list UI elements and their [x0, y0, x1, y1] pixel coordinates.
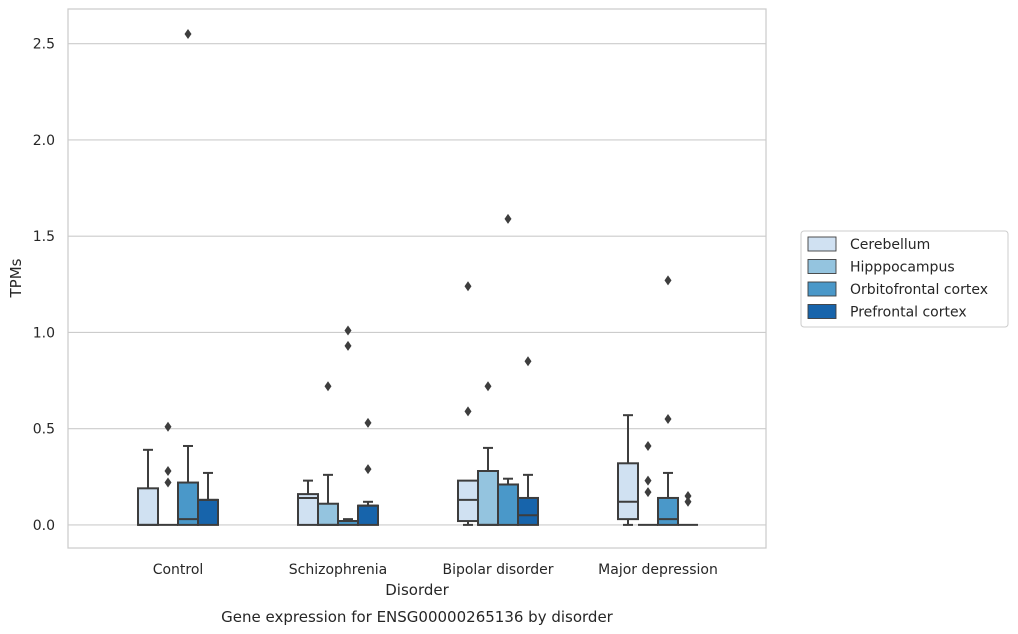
y-tick-label: 2.5 — [33, 37, 55, 53]
legend-swatch — [807, 236, 837, 252]
outlier-point — [524, 356, 532, 367]
outlier-point — [164, 421, 172, 432]
box-group — [657, 275, 679, 526]
legend-frame — [800, 230, 1009, 328]
chart-caption: Gene expression for ENSG00000265136 by d… — [221, 608, 614, 626]
outlier-point — [644, 475, 652, 486]
y-tick-labels: 0.0 0.5 1.0 1.5 2.0 2.5 — [33, 37, 55, 534]
outlier-point — [344, 325, 352, 336]
x-tick-labels: Control Schizophrenia Bipolar disorder Majo… — [153, 562, 718, 578]
plot-background — [68, 9, 766, 548]
outlier-point — [164, 466, 172, 476]
outlier-point — [364, 417, 372, 428]
box — [517, 496, 539, 526]
outlier-point — [664, 275, 672, 286]
outlier-point — [324, 381, 332, 392]
box-group — [297, 479, 319, 526]
legend-label: Prefrontal cortex — [850, 305, 967, 321]
legend-label: Cerebellum — [850, 237, 930, 253]
y-tick-label: 2.0 — [33, 133, 55, 149]
legend-label: Hipppocampus — [850, 260, 955, 276]
plot-frame — [67, 8, 767, 549]
legend-swatch — [807, 281, 837, 297]
box — [317, 502, 339, 526]
box-series — [137, 29, 698, 526]
legend-label: Orbitofrontal cortex — [850, 282, 988, 298]
box — [357, 504, 379, 526]
outlier-point — [464, 281, 472, 292]
outlier-point — [364, 464, 372, 475]
box — [617, 462, 639, 521]
outlier-point — [644, 440, 652, 451]
outlier-point — [184, 29, 192, 40]
legend: Cerebellum Hipppocampus Orbitofrontal cort… — [800, 230, 1009, 328]
box-group — [137, 448, 159, 526]
x-tick-label: Schizophrenia — [289, 562, 387, 578]
box-group — [477, 381, 499, 526]
outlier-point — [664, 414, 672, 425]
box-group — [517, 356, 539, 526]
box-group — [357, 417, 379, 526]
outlier-point — [484, 381, 492, 392]
outlier-point — [684, 491, 692, 502]
box-group — [678, 491, 698, 526]
box — [657, 496, 679, 526]
box — [137, 487, 159, 526]
y-tick-label: 0.5 — [33, 422, 55, 438]
legend-swatch — [807, 259, 837, 274]
box — [477, 470, 499, 526]
box-group — [158, 421, 178, 526]
outlier-point — [344, 340, 352, 351]
x-tick-label: Control — [153, 562, 204, 578]
y-tick-label: 1.5 — [33, 229, 55, 245]
y-tick-label: 1.0 — [33, 325, 55, 341]
outlier-point — [644, 487, 652, 498]
y-axis-title: TPMs — [7, 258, 25, 298]
legend-swatch — [807, 304, 837, 319]
x-tick-label: Bipolar disorder — [442, 562, 553, 578]
x-tick-label: Major depression — [598, 562, 718, 578]
outlier-point — [684, 496, 692, 507]
x-axis-title: Disorder — [385, 581, 449, 599]
outlier-point — [464, 406, 472, 417]
box — [197, 498, 219, 526]
box-group — [317, 381, 339, 526]
box — [497, 483, 519, 526]
outlier-point — [504, 213, 512, 224]
box-group — [197, 471, 219, 526]
box-group — [638, 440, 658, 526]
box-group — [617, 414, 639, 526]
outlier-point — [164, 477, 172, 488]
y-tick-label: 0.0 — [33, 518, 55, 534]
box-group — [457, 281, 479, 526]
